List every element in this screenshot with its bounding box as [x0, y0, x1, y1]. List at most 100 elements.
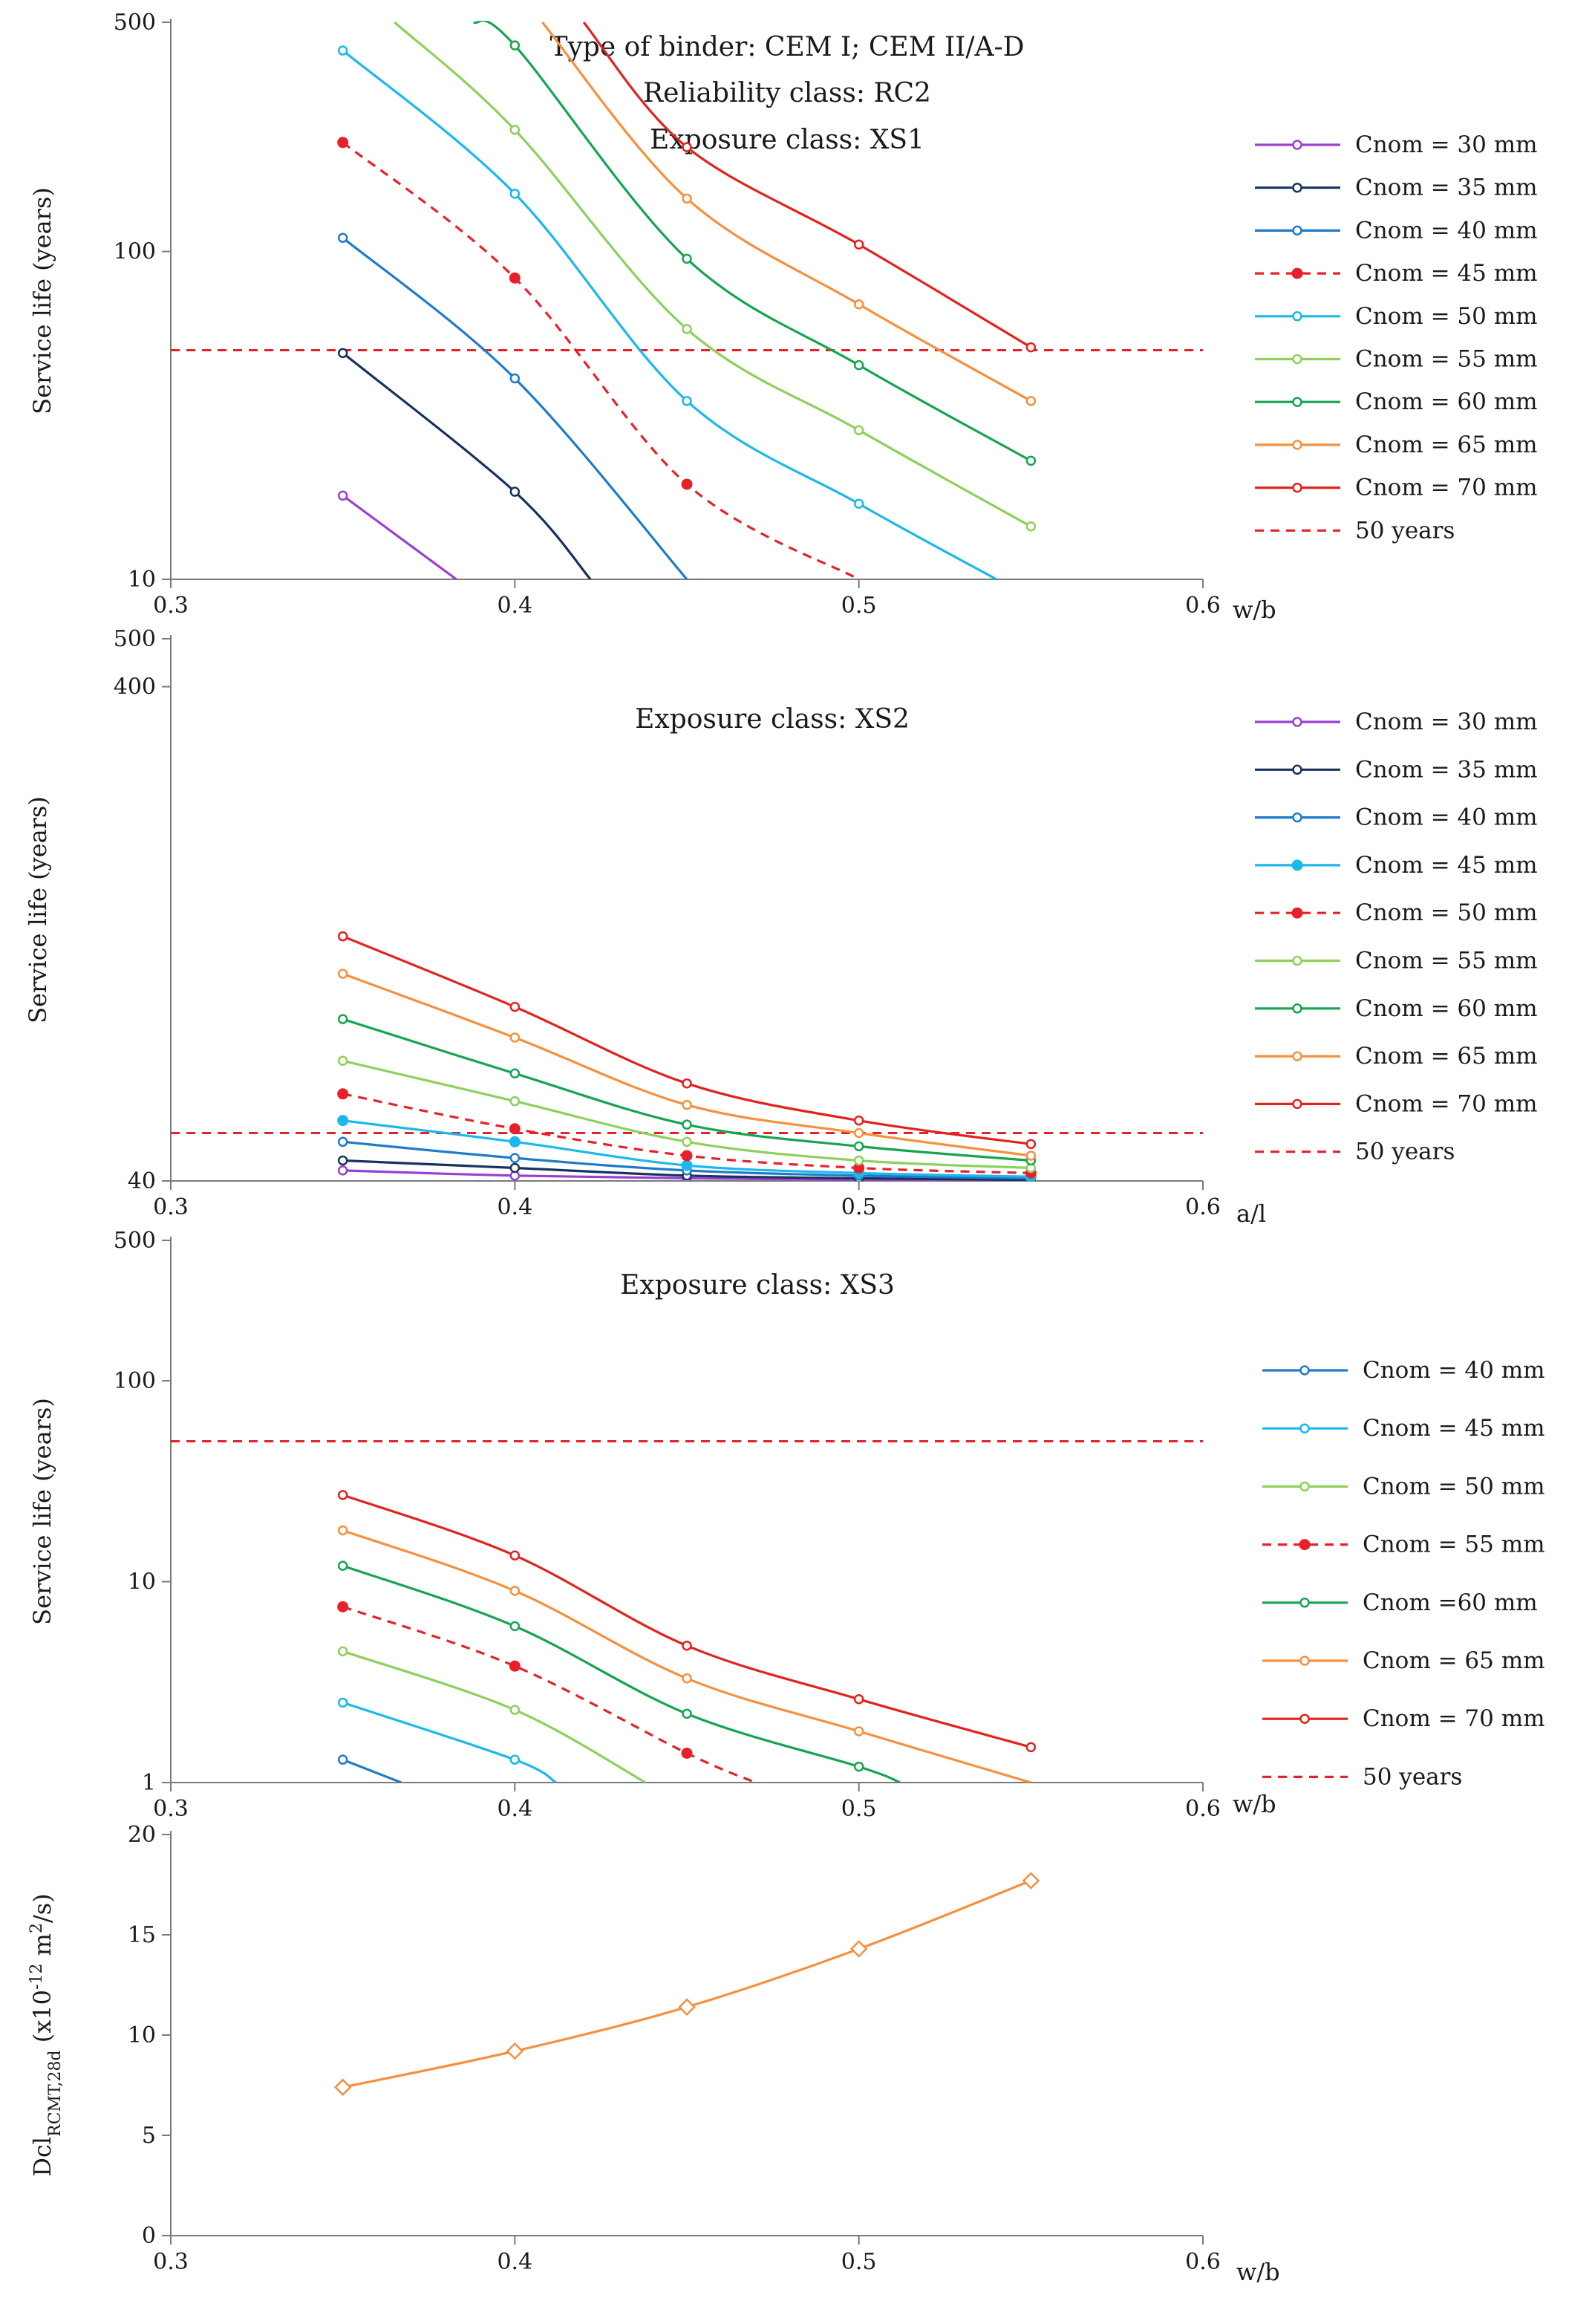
data-point: [853, 1726, 864, 1737]
y-axis-title-part: -12: [27, 1964, 46, 1990]
data-point: [509, 1586, 521, 1596]
y-tick-label: 40: [128, 1168, 156, 1194]
data-point: [509, 1162, 521, 1174]
data-point: [509, 189, 521, 199]
data-area: [333, 1872, 1040, 2096]
y-axis-title: Service life (years): [24, 796, 52, 1023]
y-tick-label: 500: [114, 626, 156, 652]
legend-label: Cnom = 60 mm: [1355, 388, 1538, 415]
y-axis-title-part: /s): [28, 1893, 56, 1923]
data-point: [337, 1055, 348, 1067]
legend-label: 50 years: [1363, 1763, 1462, 1790]
legend-marker: [1291, 859, 1303, 871]
panel-title: Exposure class: XS3: [620, 1270, 895, 1301]
x-axis-label: w/b: [1233, 1790, 1276, 1818]
data-point: [337, 490, 348, 501]
y-tick-label: 100: [114, 1368, 156, 1394]
legend-marker: [1299, 1423, 1310, 1433]
data-point: [1025, 1742, 1037, 1753]
data-point: [337, 1646, 348, 1657]
x-tick-label: 0.5: [841, 1796, 877, 1822]
x-tick-label: 0.3: [153, 593, 189, 619]
x-tick-label: 0.4: [497, 593, 532, 619]
legend-marker: [1292, 397, 1302, 407]
legend-label: Cnom = 50 mm: [1355, 899, 1538, 926]
legend-label: Cnom = 40 mm: [1355, 217, 1538, 244]
data-point: [337, 1560, 348, 1571]
series-line: [342, 1701, 557, 1783]
panel-dcl: 0.3 0.4 0.5 0.6 0 5 10 15 20 w/b DclRCMT,28d (x10-…: [27, 1822, 1280, 2286]
legend-label: Cnom = 40 mm: [1363, 1357, 1545, 1384]
y-tick-label: 400: [114, 674, 156, 700]
data-point: [337, 931, 348, 942]
x-tick-label: 0.4: [497, 2249, 532, 2275]
series-line: [342, 935, 1031, 1145]
data-point: [682, 1078, 692, 1089]
legend-marker: [1292, 225, 1302, 236]
y-tick-label: 0: [142, 2223, 156, 2249]
data-point: [681, 1159, 693, 1171]
data-point: [682, 1136, 692, 1148]
data-point: [337, 1754, 348, 1765]
data-point: [509, 1550, 521, 1561]
data-point: [682, 324, 692, 334]
data-point: [853, 299, 864, 310]
y-axis-title-part: RCMT,28d: [46, 2050, 65, 2136]
data-point: [1025, 521, 1037, 532]
y-axis-title: Service life (years): [28, 1398, 56, 1625]
data-point: [509, 1705, 521, 1715]
y-tick-label: 5: [142, 2123, 156, 2149]
data-point: [682, 193, 692, 204]
legend-marker: [1292, 955, 1302, 966]
data-point: [682, 142, 692, 152]
data-point: [853, 1761, 864, 1772]
x-tick-label: 0.4: [497, 1796, 532, 1822]
legend-label: Cnom = 45 mm: [1355, 260, 1538, 287]
data-point: [509, 1068, 521, 1079]
data-point: [337, 1490, 348, 1500]
x-tick-label: 0.3: [153, 2249, 189, 2275]
data-point: [1025, 342, 1037, 353]
data-point: [1025, 1150, 1037, 1161]
legend-label: Cnom = 70 mm: [1355, 475, 1538, 501]
legend-label: Cnom = 60 mm: [1355, 995, 1538, 1022]
x-tick-label: 0.3: [153, 1796, 189, 1822]
panel-xs2: 0.3 0.4 0.5 0.6 40 400 500 a/l Service life (yea…: [24, 626, 1538, 1228]
data-point: [337, 1165, 348, 1176]
legend-marker: [1292, 1098, 1302, 1110]
data-point: [853, 239, 864, 250]
y-axis-title-part: m: [28, 1933, 56, 1964]
legend-marker: [1299, 1539, 1311, 1551]
series-line: [541, 21, 1032, 403]
legend-label: Cnom =60 mm: [1363, 1589, 1538, 1616]
y-tick-label: 1: [142, 1770, 156, 1796]
x-tick-label: 0.4: [497, 1194, 532, 1220]
data-point: [1025, 1139, 1037, 1150]
data-point: [509, 1096, 521, 1107]
legend-label: Cnom = 50 mm: [1363, 1473, 1545, 1500]
series-line: [342, 1605, 757, 1783]
data-point: [682, 253, 692, 264]
data-point: [337, 1136, 348, 1148]
legend-label: Cnom = 35 mm: [1355, 175, 1538, 201]
data-point: [853, 1127, 864, 1139]
legend-marker: [1299, 1713, 1310, 1724]
y-tick-label: 500: [114, 10, 156, 36]
legend-marker: [1292, 140, 1302, 150]
data-point: [337, 137, 349, 149]
data-point: [333, 2078, 352, 2096]
data-point: [506, 2042, 524, 2060]
data-area: [171, 931, 1203, 1181]
data-point: [1025, 455, 1037, 466]
data-point: [682, 1640, 692, 1651]
y-tick-label: 10: [128, 567, 156, 593]
data-point: [853, 498, 864, 510]
data-point: [337, 232, 348, 244]
data-area: [171, 21, 1203, 579]
legend-label: 50 years: [1355, 1139, 1455, 1165]
legend-label: Cnom = 45 mm: [1363, 1415, 1545, 1442]
series-line: [342, 141, 860, 579]
x-tick-label: 0.5: [841, 2249, 877, 2275]
data-point: [853, 1694, 864, 1705]
x-tick-label: 0.6: [1185, 2249, 1221, 2275]
